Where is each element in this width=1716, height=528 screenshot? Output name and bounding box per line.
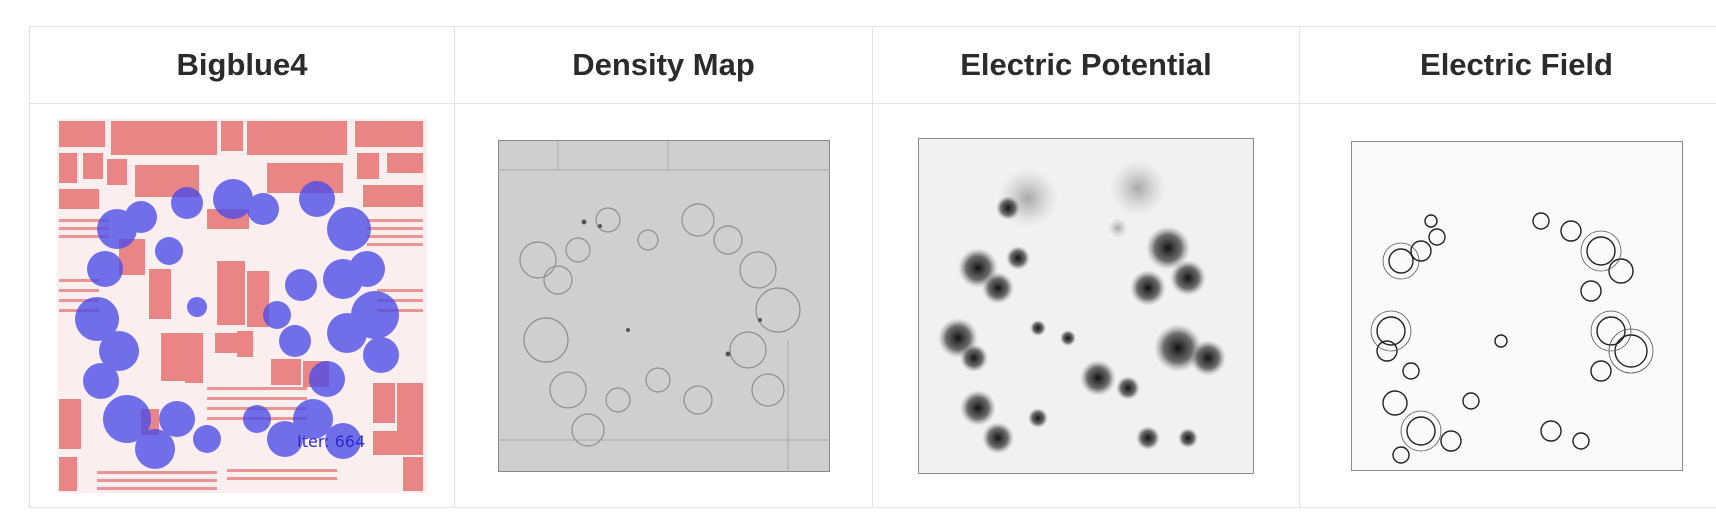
cell-electric-potential xyxy=(872,103,1300,508)
electric-field-icon xyxy=(1350,140,1683,471)
cell-bigblue4: Iter: 664 xyxy=(29,103,455,508)
header-bigblue4: Bigblue4 xyxy=(29,26,455,104)
placement-layout-icon: Iter: 664 xyxy=(57,118,427,493)
cell-electric-field xyxy=(1299,103,1716,508)
header-electric-potential: Electric Potential xyxy=(872,26,1300,104)
header-row: Bigblue4 Density Map Electric Potential … xyxy=(29,26,1716,104)
density-map-icon xyxy=(497,139,830,472)
image-row: Iter: 664 xyxy=(29,103,1716,508)
electric-potential-icon xyxy=(918,137,1254,474)
comparison-table: Bigblue4 Density Map Electric Potential … xyxy=(29,26,1716,508)
iteration-label: Iter: 664 xyxy=(297,432,365,451)
header-density-map: Density Map xyxy=(454,26,873,104)
comparison-table-wrap: Bigblue4 Density Map Electric Potential … xyxy=(29,26,1716,508)
cell-density-map xyxy=(454,103,873,508)
header-electric-field: Electric Field xyxy=(1299,26,1716,104)
